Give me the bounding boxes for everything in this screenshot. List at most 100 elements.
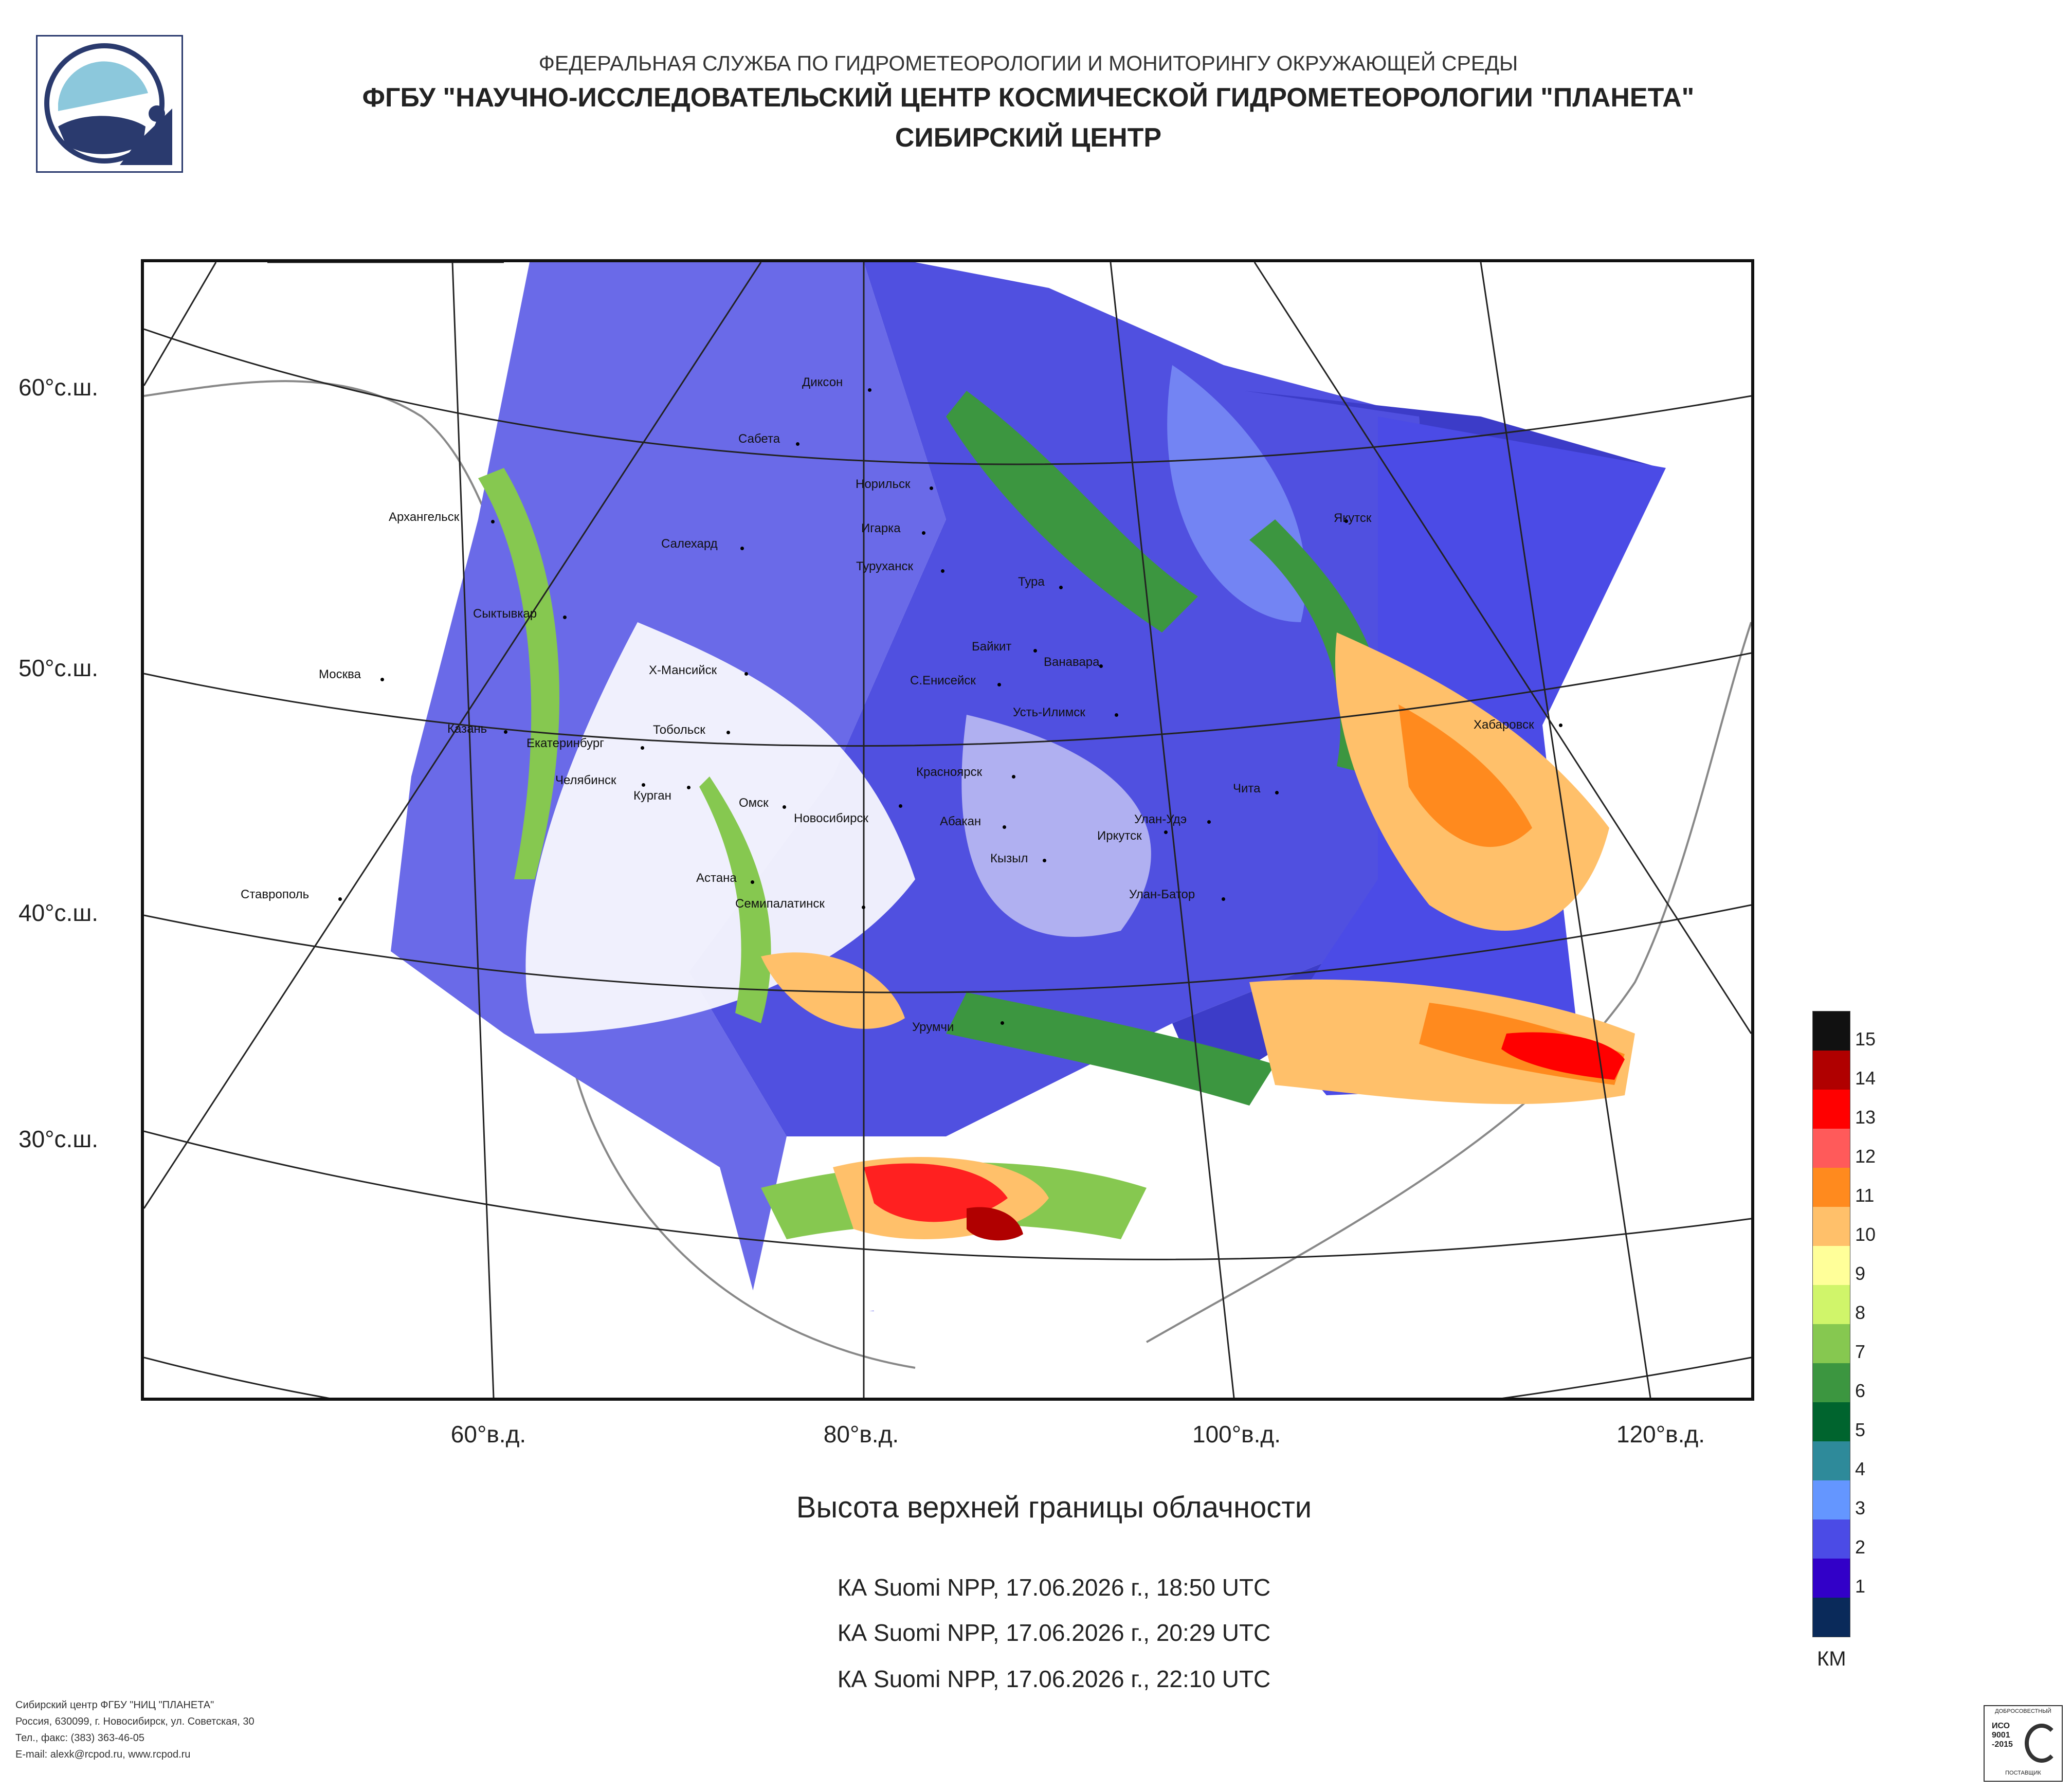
satellite-pass: КА Suomi NPP, 17.06.2026 г., 22:10 UTC	[837, 1666, 1271, 1692]
city-label: Омск	[739, 796, 769, 810]
city-label: Сыктывкар	[473, 607, 537, 621]
longitude-label: 120°в.д.	[1616, 1421, 1705, 1448]
legend-swatch	[1813, 1011, 1850, 1051]
city-dot	[1164, 830, 1168, 834]
legend-swatch	[1813, 1207, 1850, 1246]
agency-title: ФЕДЕРАЛЬНАЯ СЛУЖБА ПО ГИДРОМЕТЕОРОЛОГИИ …	[538, 51, 1518, 75]
city-dot	[744, 672, 748, 676]
city-label: Тобольск	[653, 723, 705, 737]
city-dot	[1115, 713, 1118, 717]
legend-label: 6	[1855, 1380, 1866, 1401]
city-dot	[491, 520, 495, 523]
legend-label: 5	[1855, 1419, 1866, 1440]
city-dot	[504, 730, 507, 734]
city-dot	[1012, 775, 1015, 779]
city-dot	[862, 906, 865, 909]
city-label: Чита	[1233, 782, 1261, 795]
city-dot	[563, 616, 567, 619]
legend-swatch	[1813, 1402, 1850, 1441]
legend-label: 13	[1855, 1107, 1876, 1128]
satellite-pass: КА Suomi NPP, 17.06.2026 г., 20:29 UTC	[837, 1619, 1271, 1646]
cert-bottom-text: ПОСТАВЩИК	[2005, 1770, 2041, 1776]
cloud-top-map	[144, 262, 1751, 1398]
map-frame	[141, 259, 1754, 1401]
city-dot	[338, 897, 342, 901]
city-label: Кызыл	[990, 852, 1028, 865]
city-dot	[1043, 859, 1046, 862]
city-label: Абакан	[940, 815, 982, 828]
center-title: СИБИРСКИЙ ЦЕНТР	[895, 123, 1162, 153]
footer-line: E-mail: alexk@rcpod.ru, www.rcpod.ru	[15, 1749, 191, 1760]
legend-swatch	[1813, 1129, 1850, 1168]
city-label: Улан-Удэ	[1134, 812, 1187, 826]
city-dot	[740, 547, 744, 550]
legend-label: 12	[1855, 1146, 1876, 1167]
city-label: Новосибирск	[794, 811, 868, 825]
legend-label: 15	[1855, 1028, 1876, 1050]
city-dot	[641, 746, 644, 750]
footer-line: Сибирский центр ФГБУ "НИЦ "ПЛАНЕТА"	[15, 1699, 214, 1711]
legend-swatch	[1813, 1285, 1850, 1324]
legend-label: 1	[1855, 1576, 1866, 1597]
city-label: Норильск	[856, 477, 911, 491]
city-dot	[930, 486, 933, 490]
city-dot	[1559, 723, 1562, 727]
footer-line: Россия, 630099, г. Новосибирск, ул. Сове…	[15, 1716, 255, 1727]
city-label: Астана	[696, 871, 737, 885]
legend-label: 4	[1855, 1458, 1866, 1479]
city-label: Курган	[633, 789, 671, 803]
legend-label: 14	[1855, 1068, 1876, 1089]
city-label: Игарка	[861, 521, 901, 535]
city-label: Байкит	[972, 640, 1012, 654]
city-label: Якутск	[1334, 511, 1372, 525]
city-dot	[1207, 820, 1211, 824]
city-label: Ставрополь	[241, 888, 310, 901]
city-label: Сабета	[738, 432, 780, 446]
logo-emblem	[44, 43, 172, 165]
legend-label: 8	[1855, 1302, 1866, 1323]
city-label: Диксон	[802, 375, 843, 389]
longitude-label: 100°в.д.	[1192, 1421, 1281, 1448]
product-title: Высота верхней границы облачности	[796, 1491, 1312, 1524]
city-label: Архангельск	[389, 510, 460, 524]
city-label: Иркутск	[1097, 829, 1142, 843]
city-dot	[380, 678, 384, 681]
city-label: С.Енисейск	[910, 674, 976, 688]
city-dot	[1033, 649, 1037, 653]
city-dot	[1344, 519, 1348, 523]
city-dot	[783, 805, 786, 809]
legend-swatch	[1813, 1168, 1850, 1207]
legend-label: 7	[1855, 1341, 1866, 1362]
city-dot	[941, 569, 944, 573]
footer-line: Тел., факс: (383) 363-46-05	[15, 1732, 144, 1744]
city-label: Х-Мансийск	[649, 663, 717, 677]
city-dot	[1099, 664, 1103, 668]
contact-footer: Сибирский центр ФГБУ "НИЦ "ПЛАНЕТА" Росс…	[15, 1697, 255, 1763]
institute-title: ФГБУ "НАУЧНО-ИССЛЕДОВАТЕЛЬСКИЙ ЦЕНТР КОС…	[362, 83, 1695, 113]
legend-label: 2	[1855, 1536, 1866, 1558]
city-label: Москва	[319, 667, 361, 681]
legend-swatch	[1813, 1559, 1850, 1598]
city-label: Урумчи	[912, 1020, 954, 1034]
city-dot	[1222, 897, 1225, 901]
city-dot	[1059, 586, 1063, 589]
city-dot	[1001, 1021, 1004, 1025]
legend-swatch	[1813, 1441, 1850, 1480]
city-dot	[726, 731, 730, 734]
city-dot	[751, 880, 754, 884]
city-dot	[796, 442, 799, 446]
city-dot	[922, 531, 925, 535]
cert-c-mark-icon	[2025, 1724, 2059, 1763]
height-legend	[1812, 1011, 1850, 1637]
city-dot	[868, 388, 871, 392]
city-label: Улан-Батор	[1129, 888, 1195, 901]
latitude-label: 40°с.ш.	[19, 899, 99, 926]
legend-swatch	[1813, 1519, 1850, 1559]
city-label: Екатеринбург	[526, 736, 604, 750]
legend-label: 9	[1855, 1263, 1866, 1284]
latitude-label: 30°с.ш.	[19, 1126, 99, 1152]
city-label: Усть-Илимск	[1013, 705, 1085, 719]
city-label: Туруханск	[856, 559, 913, 573]
legend-swatch	[1813, 1598, 1850, 1637]
city-label: Казань	[447, 722, 487, 736]
